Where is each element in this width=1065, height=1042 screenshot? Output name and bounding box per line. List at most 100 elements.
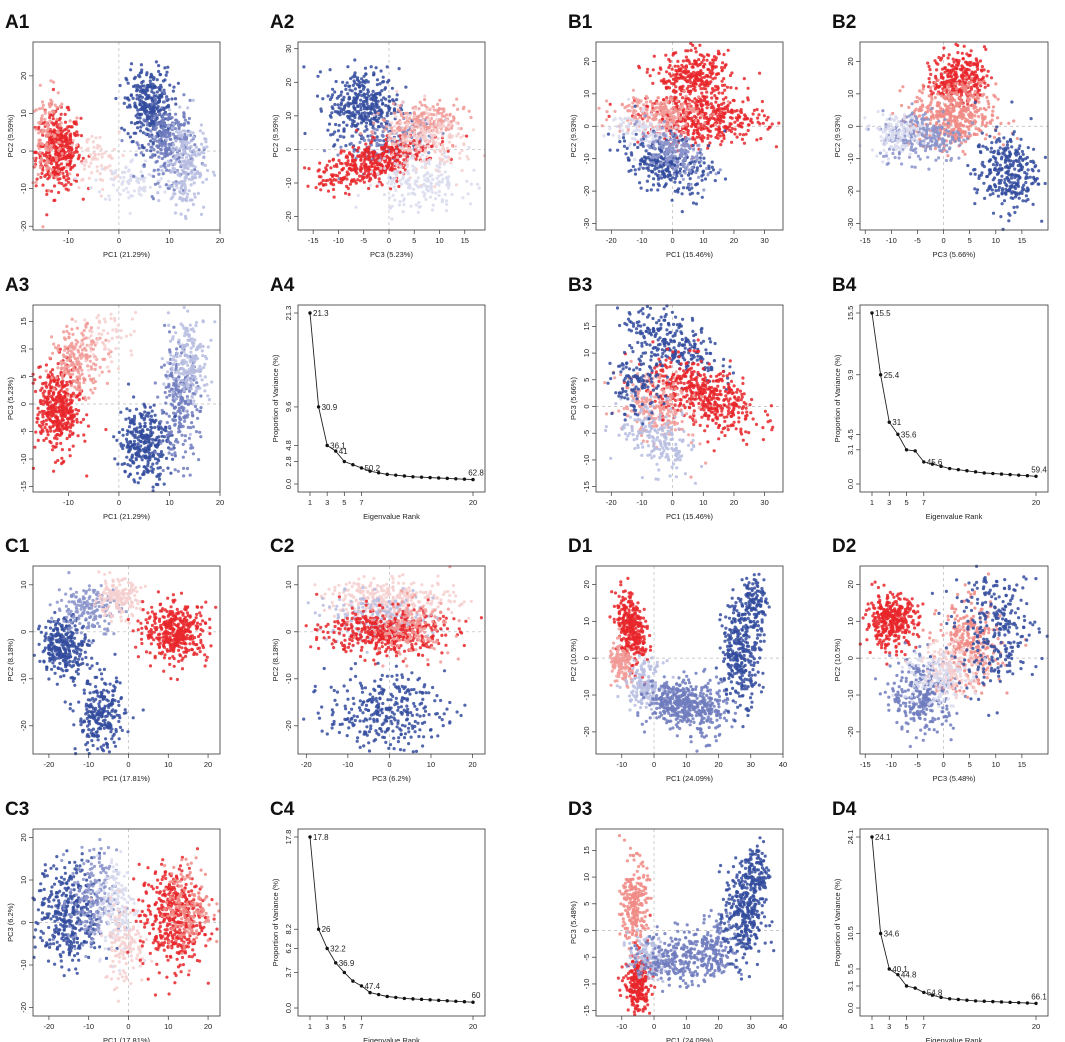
data-point	[59, 121, 63, 125]
data-point	[95, 157, 99, 161]
data-point	[365, 96, 369, 100]
data-point	[142, 164, 146, 168]
data-point	[397, 203, 401, 207]
data-point	[388, 158, 392, 162]
data-point	[155, 78, 159, 82]
data-point	[174, 118, 178, 122]
data-point	[93, 386, 97, 391]
data-point	[104, 427, 108, 432]
data-point	[115, 335, 119, 339]
data-point	[70, 317, 74, 321]
data-point	[182, 123, 186, 127]
data-point	[109, 312, 113, 316]
data-point	[714, 72, 719, 77]
data-point	[79, 342, 83, 346]
data-point	[334, 79, 338, 84]
data-point	[336, 103, 340, 107]
data-point	[387, 95, 391, 99]
data-point	[47, 391, 51, 395]
data-point	[139, 444, 143, 448]
data-point	[191, 158, 195, 162]
data-point	[102, 329, 106, 333]
data-point	[37, 146, 41, 151]
data-point	[145, 148, 149, 152]
data-point	[471, 128, 475, 132]
data-point	[346, 161, 350, 165]
data-point	[172, 181, 176, 185]
data-point	[170, 147, 174, 151]
data-point	[190, 168, 194, 173]
data-point	[413, 192, 417, 197]
data-point	[194, 430, 199, 434]
data-point	[95, 341, 99, 345]
data-point	[68, 380, 72, 384]
data-point	[442, 109, 446, 113]
data-point	[165, 395, 169, 399]
data-point	[182, 466, 186, 470]
data-point	[160, 122, 164, 126]
data-point	[422, 131, 426, 135]
data-point	[337, 171, 342, 175]
data-point	[71, 372, 75, 376]
data-point	[416, 125, 420, 129]
data-point	[82, 376, 86, 380]
data-point	[438, 148, 442, 152]
data-point	[345, 177, 349, 181]
data-point	[49, 441, 53, 445]
data-point	[194, 324, 198, 328]
data-point	[377, 163, 381, 167]
data-point	[178, 197, 182, 201]
data-point	[657, 71, 661, 75]
data-point	[179, 123, 183, 127]
data-point	[184, 409, 188, 413]
data-point	[162, 90, 166, 95]
data-point	[180, 133, 184, 137]
data-point	[344, 144, 348, 148]
data-point	[75, 412, 79, 416]
data-point	[179, 152, 183, 156]
data-point	[721, 61, 725, 65]
data-point	[405, 139, 409, 144]
data-point	[57, 426, 61, 430]
data-point	[187, 367, 191, 372]
data-point	[67, 336, 71, 340]
data-point	[96, 326, 100, 330]
data-point	[48, 154, 52, 158]
data-point	[46, 373, 51, 377]
data-point	[143, 404, 147, 408]
data-point	[52, 387, 56, 391]
data-point	[151, 462, 155, 466]
data-point	[151, 82, 155, 86]
data-point	[35, 420, 39, 424]
data-point	[61, 418, 65, 422]
x-tick-label: -10	[63, 498, 74, 507]
data-point	[148, 79, 152, 83]
data-point	[165, 137, 169, 142]
data-point	[34, 184, 38, 188]
data-point	[412, 166, 417, 170]
data-point	[41, 382, 45, 386]
data-point	[458, 156, 462, 160]
data-point	[37, 423, 42, 428]
data-point	[390, 178, 394, 182]
data-point	[153, 450, 158, 455]
data-point	[68, 172, 72, 176]
data-point	[356, 178, 360, 182]
data-point	[176, 377, 180, 381]
data-point	[156, 150, 160, 154]
data-point	[183, 419, 187, 423]
data-point	[143, 102, 147, 106]
data-point	[399, 154, 403, 158]
data-point	[41, 103, 46, 107]
data-point	[193, 165, 197, 169]
data-point	[434, 122, 438, 126]
data-point	[84, 323, 88, 327]
data-point	[131, 430, 135, 434]
data-point	[436, 131, 440, 135]
data-point	[359, 132, 363, 136]
data-point	[71, 444, 75, 448]
data-point	[143, 434, 147, 439]
data-point	[396, 108, 400, 112]
data-point	[98, 172, 102, 176]
